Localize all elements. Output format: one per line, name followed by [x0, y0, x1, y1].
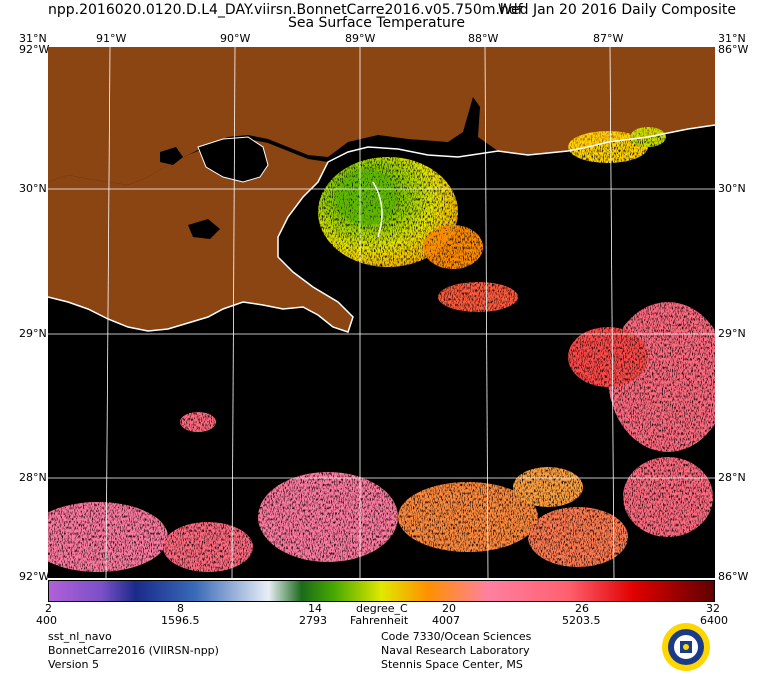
color-scale-bar — [48, 580, 715, 602]
cb-label-f-2: 2793 — [299, 614, 327, 627]
footer-org-code: Code 7330/Ocean Sciences — [381, 630, 532, 643]
lon-edge-top-right: 86°W — [718, 43, 749, 56]
product-subtitle: Sea Surface Temperature — [288, 15, 465, 31]
cb-label-f-5: 6400 — [700, 614, 728, 627]
lake-salvador — [188, 219, 220, 239]
mississippi-delta-rim — [372, 181, 383, 238]
lat-label-30n-left: 30°N — [19, 182, 47, 195]
lat-label-28n-right: 28°N — [718, 471, 746, 484]
lon-edge-bottom-left: 92°W — [19, 570, 50, 583]
cb-units-c: degree_C — [356, 602, 408, 615]
cb-label-f-0: 400 — [36, 614, 57, 627]
lat-label-28n-left: 28°N — [19, 471, 47, 484]
land-mass — [48, 47, 715, 185]
footer-version: Version 5 — [48, 658, 99, 671]
lon-label-87w: 87°W — [593, 32, 624, 45]
footer-org-name: Naval Research Laboratory — [381, 644, 530, 657]
lat-label-top-left: 31°N — [19, 32, 47, 45]
cb-label-c-1: 8 — [177, 602, 184, 615]
lon-label-91w: 91°W — [96, 32, 127, 45]
lon-edge-bottom-right: 86°W — [718, 570, 749, 583]
lake-maurepas — [160, 147, 183, 165]
lat-label-top-right: 31°N — [718, 32, 746, 45]
file-name-title: npp.2016020.0120.D.L4_DAY.viirsn.BonnetC… — [48, 2, 523, 18]
coastline-lake — [197, 136, 269, 183]
cb-units-f: Fahrenheit — [350, 614, 409, 627]
lat-label-30n-right: 30°N — [718, 182, 746, 195]
composite-date-title: Wed Jan 20 2016 Daily Composite — [498, 2, 736, 18]
cb-label-c-2: 14 — [308, 602, 322, 615]
cb-label-f-1: 1596.5 — [161, 614, 200, 627]
cb-label-c-3: 20 — [442, 602, 456, 615]
nrl-seal-logo — [662, 623, 710, 671]
cb-label-c-5: 32 — [706, 602, 720, 615]
plume-core — [336, 169, 396, 225]
footer-product-id: sst_nl_navo — [48, 630, 112, 643]
footer-org-location: Stennis Space Center, MS — [381, 658, 523, 671]
coastline — [48, 124, 715, 333]
lat-label-29n-right: 29°N — [718, 327, 746, 340]
lon-label-90w: 90°W — [220, 32, 251, 45]
cb-label-c-4: 26 — [575, 602, 589, 615]
cb-label-f-3: 4007 — [432, 614, 460, 627]
graticule — [48, 47, 715, 578]
lake-pontchartrain — [198, 137, 268, 182]
sst-patches — [48, 127, 715, 572]
lon-edge-top-left: 92°W — [19, 43, 50, 56]
cb-label-c-0: 2 — [45, 602, 52, 615]
cb-label-f-4: 5203.5 — [562, 614, 601, 627]
lon-label-88w: 88°W — [468, 32, 499, 45]
footer-region: BonnetCarre2016 (VIIRSN-npp) — [48, 644, 219, 657]
sst-map — [48, 47, 715, 578]
lat-label-29n-left: 29°N — [19, 327, 47, 340]
lon-label-89w: 89°W — [345, 32, 376, 45]
